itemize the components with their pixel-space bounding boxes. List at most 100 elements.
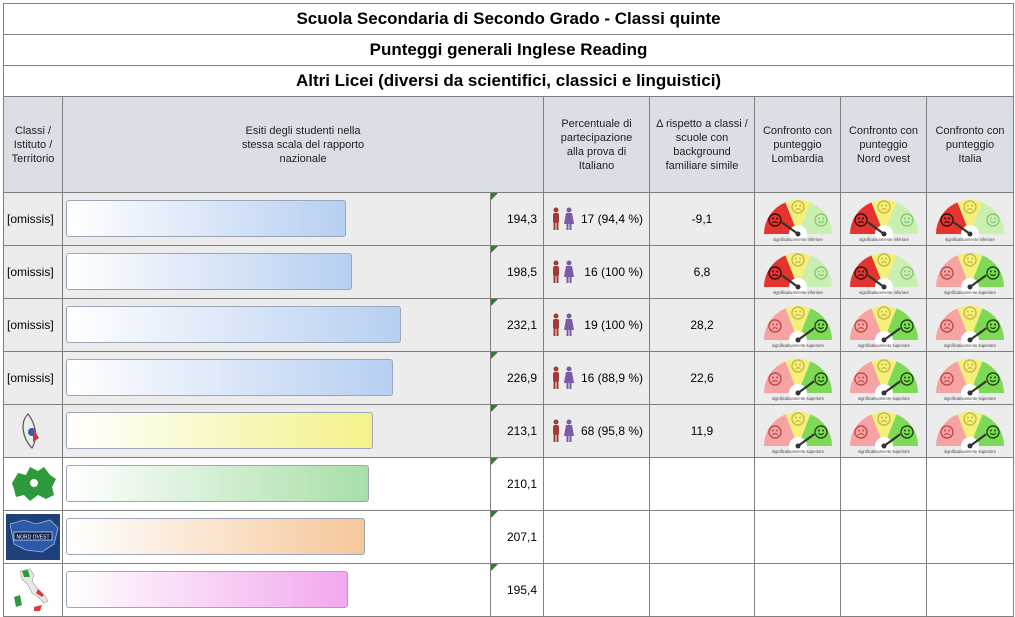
- row-label: [omissis]: [3, 298, 63, 352]
- comparison-italia: significativamente superiore: [925, 245, 1015, 299]
- participation-value: 16 (88,9 %): [543, 351, 650, 405]
- header-percentuale-text: Percentuale di partecipazione alla prova…: [560, 117, 633, 172]
- participation-text: 19 (100 %): [584, 318, 643, 332]
- gauge-superiore-icon: significativamente superiore: [849, 359, 918, 401]
- delta-value: 22,6: [649, 351, 755, 405]
- row-label: [omissis]: [3, 192, 63, 246]
- cell-marker-icon: [491, 405, 498, 412]
- header-classi: Classi / Istituto / Territorio: [3, 96, 63, 193]
- score-text: 195,4: [506, 583, 537, 597]
- gauge-superiore-icon: significativamente superiore: [763, 306, 832, 348]
- comparison-lombardia: significativamente superiore: [754, 351, 841, 405]
- people-icon: [553, 419, 574, 442]
- people-icon: [553, 260, 574, 283]
- gauge-superiore-icon: significativamente superiore: [763, 412, 832, 454]
- row-label: [omissis]: [3, 245, 63, 299]
- lombardia-map-icon: [12, 467, 56, 501]
- comparison-nordovest: [840, 510, 927, 564]
- gauge-caption: significativamente superiore: [772, 396, 825, 401]
- comparison-lombardia: significativamente superiore: [754, 404, 841, 458]
- gauge-inferiore-icon: significativamente inferiore: [936, 200, 1005, 242]
- score-text: 207,1: [506, 530, 537, 544]
- score-bar: [66, 465, 369, 502]
- gauge-caption: significativamente inferiore: [773, 290, 823, 295]
- gauge-inferiore-icon: significativamente inferiore: [763, 200, 832, 242]
- comparison-nordovest: significativamente superiore: [840, 404, 927, 458]
- header-percentuale: Percentuale di partecipazione alla prova…: [543, 96, 650, 193]
- comparison-italia: significativamente inferiore: [925, 192, 1015, 246]
- gauge-caption: significativamente superiore: [772, 449, 825, 454]
- gauge-superiore-icon: significativamente superiore: [936, 253, 1005, 295]
- score-bar-cell: [62, 298, 491, 352]
- header-esiti: Esiti degli studenti nella stessa scala …: [62, 96, 544, 193]
- score-text: 226,9: [506, 371, 537, 385]
- gauge-superiore-icon: significativamente superiore: [936, 359, 1005, 401]
- score-bar-cell: [62, 351, 491, 405]
- gauge-superiore-icon: significativamente superiore: [763, 359, 832, 401]
- gauge-caption: significativamente superiore: [944, 396, 997, 401]
- table-row: [omissis] 232,1 19 (100 %) 28,2 significativ…: [3, 298, 1015, 352]
- score-value: 226,9: [490, 351, 544, 405]
- score-value: 207,1: [490, 510, 544, 564]
- cell-marker-icon: [491, 458, 498, 465]
- score-bar-cell: [62, 510, 491, 564]
- score-bar-cell: [62, 245, 491, 299]
- main-title: Scuola Secondaria di Secondo Grado - Cla…: [2, 3, 1015, 35]
- comparison-nordovest: significativamente superiore: [840, 298, 927, 352]
- header-delta: Δ rispetto a classi / scuole con backgro…: [649, 96, 755, 193]
- delta-value: 11,9: [649, 404, 755, 458]
- table-row: [omissis] 194,3 17 (94,4 %) -9,1 significati…: [3, 192, 1015, 246]
- comparison-nordovest: [840, 563, 927, 617]
- comparison-nordovest: significativamente superiore: [840, 351, 927, 405]
- comparison-italia: significativamente superiore: [925, 298, 1015, 352]
- score-value: 210,1: [490, 457, 544, 511]
- score-bar-cell: [62, 404, 491, 458]
- gauge-caption: significativamente inferiore: [859, 237, 909, 242]
- comparison-lombardia: significativamente superiore: [754, 298, 841, 352]
- comparison-nordovest: [840, 457, 927, 511]
- participation-value: 16 (100 %): [543, 245, 650, 299]
- score-bar: [66, 571, 348, 608]
- row-label: [3, 404, 63, 458]
- score-value: 232,1: [490, 298, 544, 352]
- comparison-lombardia: [754, 457, 841, 511]
- table-row: 213,1 68 (95,8 %) 11,9 significativamente s…: [3, 404, 1015, 458]
- cell-marker-icon: [491, 352, 498, 359]
- table-body: [omissis] 194,3 17 (94,4 %) -9,1 significati…: [3, 192, 1015, 617]
- subject-title: Punteggi generali Inglese Reading: [2, 34, 1015, 66]
- gauge-caption: significativamente inferiore: [945, 237, 995, 242]
- participation-value: [543, 457, 650, 511]
- comparison-italia: [925, 510, 1015, 564]
- score-bar: [66, 518, 365, 555]
- score-bar: [66, 412, 374, 449]
- comparison-nordovest: significativamente inferiore: [840, 245, 927, 299]
- score-value: 195,4: [490, 563, 544, 617]
- score-bar: [66, 200, 347, 237]
- score-text: 210,1: [506, 477, 537, 491]
- header-italia: Confronto con punteggio Italia: [925, 96, 1015, 193]
- participation-value: [543, 563, 650, 617]
- gauge-caption: significativamente superiore: [772, 343, 825, 348]
- gauge-superiore-icon: significativamente superiore: [849, 412, 918, 454]
- italia-map-icon: [14, 568, 49, 611]
- comparison-italia: significativamente superiore: [925, 404, 1015, 458]
- gauge-superiore-icon: significativamente superiore: [936, 306, 1005, 348]
- gauge-caption: significativamente superiore: [944, 449, 997, 454]
- report-page: Scuola Secondaria di Secondo Grado - Cla…: [2, 3, 1015, 617]
- participation-text: 68 (95,8 %): [580, 424, 643, 438]
- cell-marker-icon: [491, 246, 498, 253]
- cell-marker-icon: [491, 299, 498, 306]
- gauge-caption: significativamente superiore: [858, 449, 911, 454]
- score-bar-cell: [62, 192, 491, 246]
- gauge-superiore-icon: significativamente superiore: [849, 306, 918, 348]
- header-nordovest: Confronto con punteggio Nord ovest: [840, 96, 927, 193]
- gauge-inferiore-icon: significativamente inferiore: [763, 253, 832, 295]
- comparison-nordovest: significativamente inferiore: [840, 192, 927, 246]
- table-row: 210,1: [3, 457, 1015, 511]
- participation-value: 68 (95,8 %): [543, 404, 650, 458]
- gauge-caption: significativamente superiore: [944, 290, 997, 295]
- delta-value: [649, 510, 755, 564]
- comparison-italia: [925, 457, 1015, 511]
- participation-text: 16 (88,9 %): [580, 371, 643, 385]
- header-lombardia-text: Confronto con punteggio Lombardia: [762, 124, 833, 165]
